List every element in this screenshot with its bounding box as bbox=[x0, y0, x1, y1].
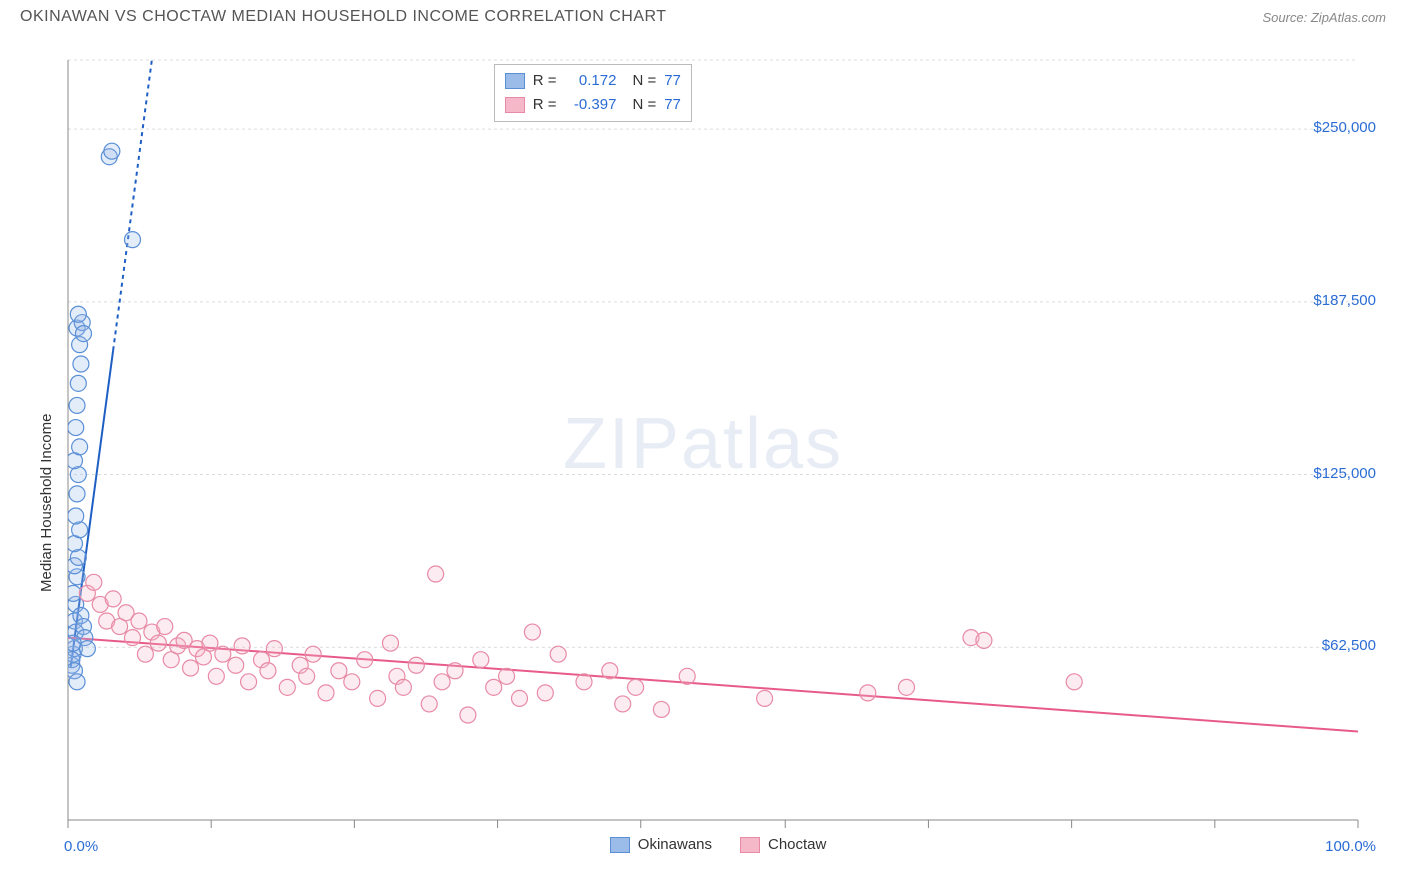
legend-label: Okinawans bbox=[638, 836, 712, 853]
legend-swatch bbox=[740, 837, 760, 853]
y-tick-label: $125,000 bbox=[1313, 465, 1376, 482]
legend-swatch bbox=[505, 97, 525, 113]
r-label: R = bbox=[533, 69, 557, 93]
legend-swatch bbox=[610, 837, 630, 853]
stats-legend: R = 0.172 N = 77 R = -0.397 N = 77 bbox=[494, 64, 692, 122]
chart-container: ZIPatlas Median Household Income R =0.17… bbox=[20, 40, 1386, 882]
legend-item: Okinawans bbox=[610, 836, 712, 853]
legend-swatch bbox=[505, 73, 525, 89]
chart-title: OKINAWAN VS CHOCTAW MEDIAN HOUSEHOLD INC… bbox=[20, 8, 667, 26]
legend-label: Choctaw bbox=[768, 836, 826, 853]
legend-item: Choctaw bbox=[740, 836, 826, 853]
y-axis-label: Median Household Income bbox=[38, 414, 55, 592]
series-legend: Okinawans Choctaw bbox=[610, 836, 827, 853]
n-value: 77 bbox=[664, 69, 681, 93]
scatter-chart bbox=[20, 40, 1368, 880]
r-value: -0.397 bbox=[564, 93, 616, 117]
stats-legend-row: R = 0.172 N = 77 bbox=[505, 69, 681, 93]
n-value: 77 bbox=[664, 93, 681, 117]
stats-legend-row: R = -0.397 N = 77 bbox=[505, 93, 681, 117]
r-value: 0.172 bbox=[564, 69, 616, 93]
r-label: R = bbox=[533, 93, 557, 117]
y-tick-label: $62,500 bbox=[1322, 637, 1376, 654]
y-tick-label: $187,500 bbox=[1313, 292, 1376, 309]
x-min-label: 0.0% bbox=[64, 838, 98, 855]
source-attribution: Source: ZipAtlas.com bbox=[1262, 10, 1386, 25]
header-bar: OKINAWAN VS CHOCTAW MEDIAN HOUSEHOLD INC… bbox=[0, 0, 1406, 30]
n-label: N = bbox=[632, 93, 656, 117]
y-tick-label: $250,000 bbox=[1313, 119, 1376, 136]
x-max-label: 100.0% bbox=[1325, 838, 1376, 855]
n-label: N = bbox=[632, 69, 656, 93]
